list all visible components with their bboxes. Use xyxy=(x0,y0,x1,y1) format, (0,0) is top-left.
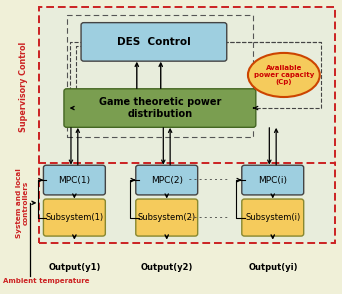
Text: MPC(2): MPC(2) xyxy=(151,176,183,185)
Text: Game theoretic power
distribution: Game theoretic power distribution xyxy=(99,97,221,119)
Text: Subsystem(1): Subsystem(1) xyxy=(45,213,103,222)
Text: Output(y1): Output(y1) xyxy=(48,263,101,272)
Text: MPC(1): MPC(1) xyxy=(58,176,90,185)
Text: Supervisory Control: Supervisory Control xyxy=(19,42,28,132)
FancyBboxPatch shape xyxy=(136,199,198,236)
Text: Available
power capacity
(Cp): Available power capacity (Cp) xyxy=(254,65,314,85)
Text: DES  Control: DES Control xyxy=(117,37,191,47)
FancyBboxPatch shape xyxy=(242,199,304,236)
Text: Ambient temperature: Ambient temperature xyxy=(3,278,90,284)
Text: Subsystem(i): Subsystem(i) xyxy=(245,213,300,222)
FancyBboxPatch shape xyxy=(43,165,105,195)
Text: Subsystem(2): Subsystem(2) xyxy=(138,213,196,222)
FancyBboxPatch shape xyxy=(64,89,256,127)
Text: Output(y2): Output(y2) xyxy=(141,263,193,272)
FancyBboxPatch shape xyxy=(136,165,198,195)
Text: - - - - - - - -: - - - - - - - - xyxy=(189,176,228,184)
FancyBboxPatch shape xyxy=(39,7,335,165)
Text: Output(yi): Output(yi) xyxy=(248,263,298,272)
Text: System and local
controllers: System and local controllers xyxy=(16,168,29,238)
FancyBboxPatch shape xyxy=(43,199,105,236)
FancyBboxPatch shape xyxy=(39,163,335,243)
FancyBboxPatch shape xyxy=(242,165,304,195)
Text: MPC(i): MPC(i) xyxy=(258,176,287,185)
FancyBboxPatch shape xyxy=(81,23,227,61)
Ellipse shape xyxy=(248,53,320,97)
Text: - - - - - - - -: - - - - - - - - xyxy=(189,213,228,222)
